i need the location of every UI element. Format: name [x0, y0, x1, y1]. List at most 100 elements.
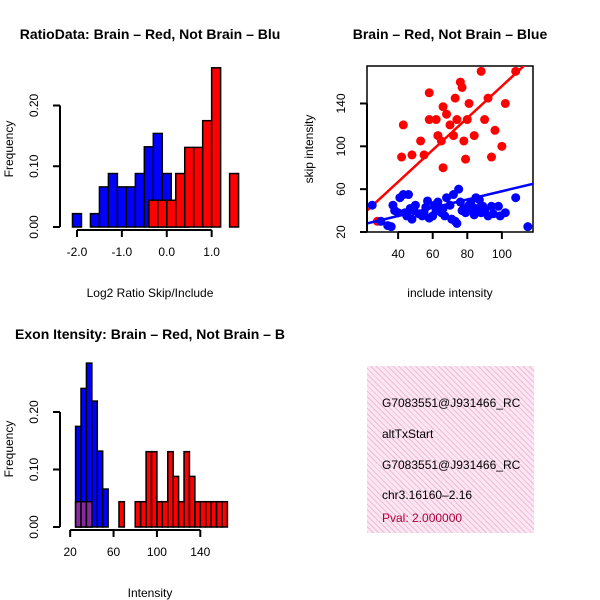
exon-histogram-xlabel: Intensity	[128, 586, 173, 600]
not-brain-point	[487, 201, 496, 211]
not-brain-point	[523, 222, 533, 232]
brain-point	[497, 141, 507, 151]
brain-point	[469, 131, 479, 141]
exon-histogram-x-tick-label: 60	[107, 545, 121, 559]
exon-histogram-y-tick-label: 0.10	[27, 457, 41, 481]
exon-histogram-brain-bar	[145, 450, 153, 528]
brain-point	[416, 136, 426, 146]
ratio-histogram-x-tick-label: 1.0	[203, 245, 220, 259]
exon-histogram-brain-bar	[139, 500, 147, 528]
brain-point	[438, 163, 448, 173]
exon-histogram-y-tick-label: 0.20	[27, 400, 41, 424]
ratio-histogram-bars	[71, 67, 240, 228]
ratio-histogram-brain-bar	[174, 172, 186, 228]
not-brain-point	[493, 201, 503, 211]
exon-histogram-brain-bar	[204, 500, 212, 528]
scatter-x-tick-label: 60	[426, 247, 440, 261]
ratio-histogram-x-tick-label: -2.0	[67, 245, 88, 259]
ratio-histogram-x-tick-label: -1.0	[112, 245, 133, 259]
exon-histogram-not-brain-bar	[101, 488, 109, 528]
ratio-histogram-not-brain-bar	[107, 172, 119, 228]
brain-point	[445, 120, 455, 130]
brain-point	[490, 125, 500, 135]
brain-point	[511, 66, 521, 76]
exon-histogram-brain-bar	[118, 500, 126, 528]
exon-histogram-x-tick-label: 140	[190, 545, 210, 559]
brain-point	[487, 152, 496, 162]
scatter-axes: 40 60 80 100 20 60 100 140	[334, 93, 512, 261]
ratio-histogram-y-tick-label: 0.00	[27, 215, 41, 239]
exon-histogram-brain-bar	[167, 450, 174, 528]
exon-histogram-x-tick-label: 20	[63, 545, 77, 559]
exon-histogram-not-brain-bar	[91, 400, 99, 528]
ratio-histogram-brain-bar	[148, 199, 159, 228]
scatter-ylabel: skip intensity	[302, 115, 316, 184]
exon-histogram-brain-bar	[221, 500, 229, 528]
ratio-histogram-title: RatioData: Brain – Red, Not Brain – Blu	[20, 26, 281, 42]
ratio-histogram-brain-bar	[183, 146, 195, 228]
exon-histogram-brain-bar	[134, 500, 142, 528]
ratio-histogram-brain-bar	[201, 119, 213, 228]
not-brain-point	[440, 211, 450, 221]
not-brain-point	[452, 218, 462, 228]
not-brain-point	[386, 222, 396, 232]
brain-point	[459, 136, 469, 146]
not-brain-point	[367, 200, 377, 210]
ratio-histogram-axes: -2.0 -1.0 0.0 1.0 0.00 0.10 0.20	[27, 93, 220, 259]
ratio-histogram-y-tick-label: 0.10	[27, 154, 41, 178]
brain-point	[424, 115, 434, 125]
not-brain-fit-line	[367, 182, 533, 225]
not-brain-point	[488, 209, 498, 219]
not-brain-point	[410, 200, 420, 210]
exon-intensity-histogram-panel: Exon Itensity: Brain – Red, Not Brain – …	[2, 326, 285, 600]
exon-histogram-brain-bar	[194, 500, 202, 528]
intensity-scatter-title: Brain – Red, Not Brain – Blue	[353, 26, 548, 42]
exon-histogram-overlap-bar	[74, 500, 82, 528]
not-brain-point	[407, 214, 417, 224]
ratio-histogram-panel: RatioData: Brain – Red, Not Brain – Blu …	[2, 26, 280, 300]
exon-histogram-bars	[74, 362, 229, 528]
brain-point	[480, 115, 490, 125]
exon-histogram-brain-bar	[161, 500, 169, 528]
ratio-histogram-xlabel: Log2 Ratio Skip/Include	[87, 286, 214, 300]
exon-histogram-title: Exon Itensity: Brain – Red, Not Brain – …	[15, 326, 285, 342]
brain-point	[438, 102, 448, 112]
probe-id-repeat-line: G7083551@J931466_RC	[382, 458, 521, 472]
scatter-x-tick-label: 40	[391, 247, 405, 261]
not-brain-point	[423, 196, 433, 206]
brain-point	[457, 82, 467, 92]
ratio-histogram-x-tick-label: 0.0	[158, 245, 175, 259]
scatter-y-tick-label: 20	[334, 225, 348, 239]
ratio-histogram-not-brain-bar	[125, 186, 137, 228]
scatter-y-tick-label: 60	[334, 182, 348, 196]
intensity-scatter-panel: Brain – Red, Not Brain – Blue 40 60 80 100 2…	[302, 26, 547, 300]
ratio-histogram-brain-bar	[157, 199, 168, 228]
ratio-histogram-not-brain-bar	[98, 186, 110, 228]
exon-histogram-y-tick-label: 0.00	[27, 515, 41, 539]
exon-histogram-brain-bar	[172, 475, 180, 528]
ratio-histogram-not-brain-bar	[89, 212, 101, 228]
exon-histogram-brain-bar	[183, 450, 191, 528]
exon-histogram-brain-bar	[150, 450, 158, 528]
ratio-histogram-ylabel: Frequency	[2, 121, 16, 178]
scatter-x-tick-label: 100	[492, 247, 512, 261]
genomic-location-line: chr3.16160–2.16	[382, 488, 473, 502]
not-brain-point	[442, 193, 452, 203]
scatter-clipped-marks	[367, 66, 533, 232]
brain-point	[424, 88, 434, 98]
brain-fit-line	[367, 66, 526, 212]
probe-info-box: G7083551@J931466_RC altTxStart G7083551@…	[367, 366, 534, 533]
brain-point	[450, 93, 460, 103]
exon-histogram-brain-bar	[156, 500, 164, 528]
exon-histogram-x-tick-label: 100	[147, 545, 167, 559]
not-brain-point	[404, 190, 413, 200]
brain-point	[476, 66, 486, 76]
brain-point	[461, 154, 471, 164]
exon-histogram-brain-bar	[177, 500, 185, 528]
exon-histogram-axes: 20 60 100 140 0.00 0.10 0.20	[27, 400, 211, 559]
ratio-histogram-brain-bar	[192, 146, 204, 228]
brain-point	[407, 150, 417, 160]
not-brain-point	[433, 197, 443, 207]
exon-histogram-ylabel: Frequency	[2, 421, 16, 478]
scatter-y-tick-label: 140	[334, 93, 348, 113]
